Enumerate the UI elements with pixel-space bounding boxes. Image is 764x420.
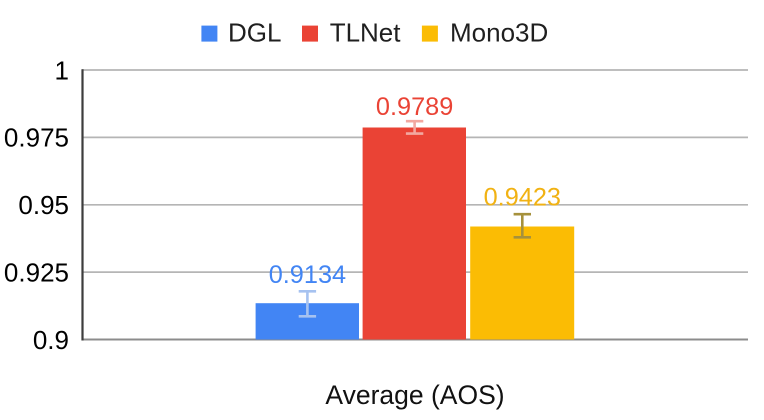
svg-text:Average (AOS): Average (AOS) — [325, 380, 504, 410]
svg-text:1: 1 — [55, 55, 69, 85]
svg-text:0.925: 0.925 — [4, 257, 69, 287]
svg-text:TLNet: TLNet — [330, 18, 402, 48]
svg-text:0.975: 0.975 — [4, 123, 69, 153]
svg-text:0.95: 0.95 — [18, 190, 69, 220]
svg-text:0.9134: 0.9134 — [269, 261, 346, 289]
svg-text:0.9789: 0.9789 — [376, 93, 453, 121]
svg-text:Mono3D: Mono3D — [450, 18, 548, 48]
svg-text:DGL: DGL — [228, 18, 281, 48]
svg-text:0.9: 0.9 — [33, 325, 69, 355]
svg-text:0.9423: 0.9423 — [484, 184, 561, 212]
